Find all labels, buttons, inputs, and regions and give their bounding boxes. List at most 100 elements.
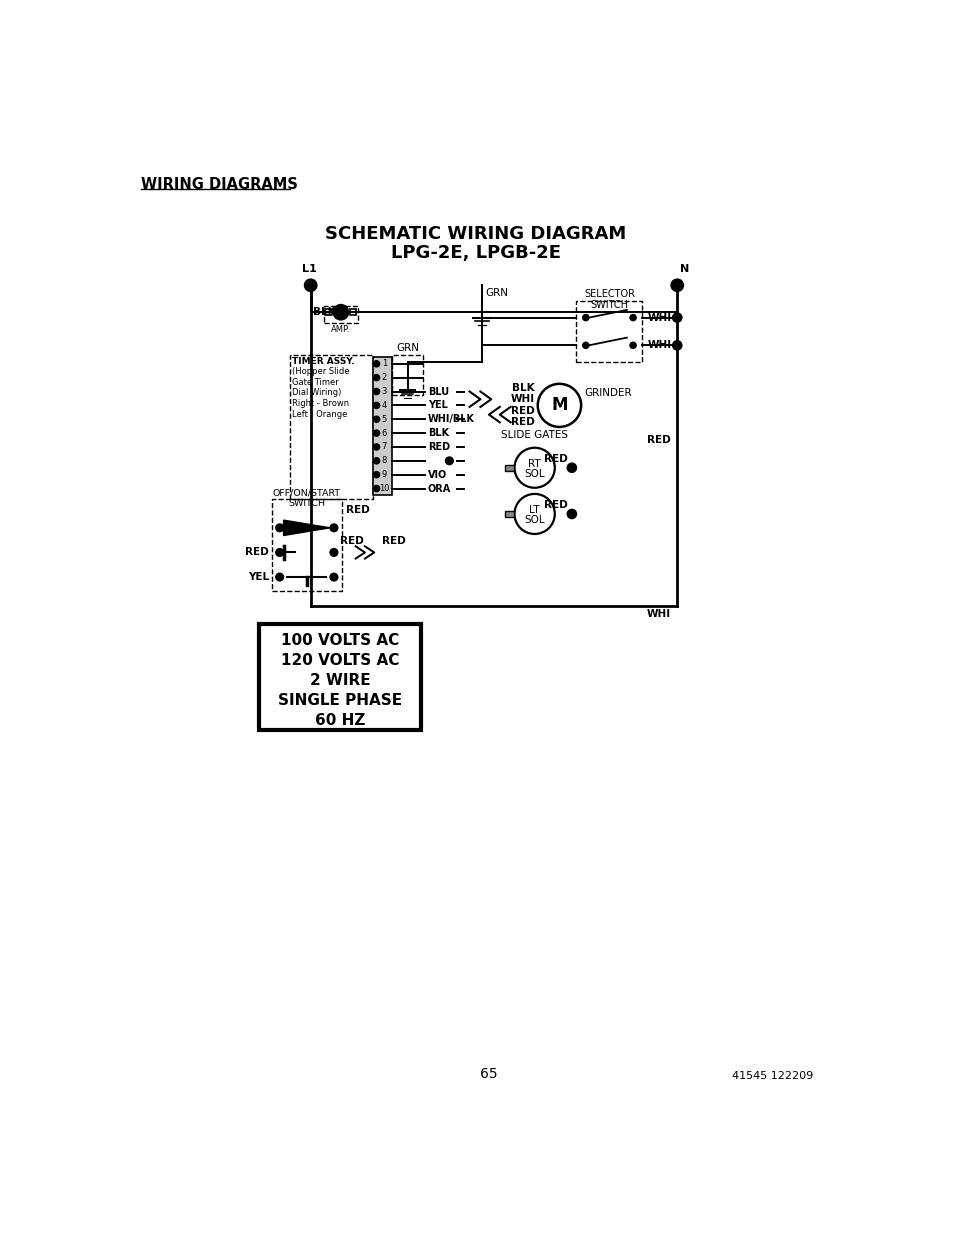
Text: Dial Wiring): Dial Wiring) (292, 389, 341, 398)
Text: Right - Brown: Right - Brown (292, 399, 349, 409)
Text: RED: RED (544, 453, 568, 463)
Text: SELECTOR: SELECTOR (583, 289, 635, 299)
Text: WIRING DIAGRAMS: WIRING DIAGRAMS (141, 178, 297, 193)
Circle shape (672, 341, 681, 350)
Circle shape (373, 485, 379, 492)
Circle shape (582, 315, 588, 321)
Text: 4: 4 (381, 401, 387, 410)
Bar (505, 464, 514, 471)
Text: BLK: BLK (313, 308, 335, 317)
Circle shape (629, 342, 636, 348)
Text: WHI: WHI (646, 609, 670, 620)
Circle shape (582, 342, 588, 348)
Text: GRN: GRN (484, 288, 508, 298)
Text: SOL: SOL (524, 469, 544, 479)
Text: BLU: BLU (427, 387, 448, 396)
Text: RED: RED (339, 536, 363, 546)
Circle shape (373, 374, 379, 380)
Text: 6: 6 (381, 429, 387, 437)
Circle shape (275, 524, 283, 531)
Text: 2: 2 (381, 373, 387, 382)
Bar (576, 300, 641, 362)
Text: 41545 122209: 41545 122209 (731, 1072, 812, 1082)
Bar (290, 354, 373, 499)
Text: AMP.: AMP. (331, 325, 351, 335)
Text: SCHEMATIC WIRING DIAGRAM: SCHEMATIC WIRING DIAGRAM (325, 225, 626, 243)
Text: 120 VOLTS AC: 120 VOLTS AC (280, 653, 399, 668)
Bar (258, 624, 421, 730)
Text: (Hopper Slide: (Hopper Slide (292, 367, 349, 375)
Text: 2 WIRE: 2 WIRE (310, 673, 370, 688)
Text: L1: L1 (301, 264, 316, 274)
Text: SWITCH: SWITCH (590, 300, 628, 310)
Circle shape (373, 472, 379, 478)
Text: RED: RED (346, 505, 370, 515)
Text: 1: 1 (381, 359, 387, 368)
Circle shape (330, 573, 337, 580)
Circle shape (672, 312, 681, 322)
Circle shape (373, 389, 379, 395)
Text: 10: 10 (378, 484, 389, 493)
Text: M: M (551, 396, 567, 415)
Text: 3: 3 (337, 308, 344, 317)
Circle shape (567, 463, 576, 472)
Bar (505, 511, 514, 517)
Circle shape (304, 279, 316, 291)
Circle shape (333, 305, 348, 320)
Circle shape (567, 509, 576, 519)
Circle shape (373, 443, 379, 450)
Circle shape (373, 361, 379, 367)
Text: VIO: VIO (427, 469, 447, 479)
Text: SINGLE PHASE: SINGLE PHASE (277, 693, 402, 709)
Text: OFF/ON/START: OFF/ON/START (273, 488, 340, 496)
Text: SWITCH: SWITCH (288, 499, 325, 508)
Text: WHI: WHI (510, 394, 534, 404)
Text: RED: RED (647, 435, 670, 445)
Circle shape (373, 403, 379, 409)
Text: 8: 8 (381, 456, 387, 466)
Text: SLIDE GATES: SLIDE GATES (500, 431, 568, 441)
Text: RED: RED (511, 417, 534, 427)
Text: BLK: BLK (512, 383, 534, 394)
Text: GRN: GRN (395, 343, 418, 353)
Circle shape (275, 548, 283, 556)
Text: RED: RED (544, 500, 568, 510)
Circle shape (373, 430, 379, 436)
Text: LT: LT (529, 505, 539, 515)
Circle shape (373, 458, 379, 464)
Text: RED: RED (382, 536, 406, 546)
Text: Left - Orange: Left - Orange (292, 410, 347, 419)
Text: 60 HZ: 60 HZ (314, 714, 365, 729)
Bar (272, 499, 341, 592)
Text: LPG-2E, LPGB-2E: LPG-2E, LPGB-2E (391, 243, 560, 262)
Circle shape (330, 524, 337, 531)
Text: 100 VOLTS AC: 100 VOLTS AC (281, 634, 399, 648)
Text: 9: 9 (381, 471, 387, 479)
Text: RT: RT (528, 459, 540, 469)
Circle shape (275, 573, 283, 580)
Circle shape (330, 548, 337, 556)
Text: WHI: WHI (647, 341, 671, 351)
Bar (325, 309, 332, 315)
Text: 3: 3 (381, 387, 387, 396)
Circle shape (629, 315, 636, 321)
Bar (392, 354, 422, 395)
Text: RED: RED (511, 406, 534, 416)
Bar (350, 309, 356, 315)
Text: YEL: YEL (248, 572, 269, 582)
Bar (373, 357, 392, 495)
Text: 65: 65 (479, 1067, 497, 1082)
Text: N: N (679, 264, 688, 274)
Text: GRINDER: GRINDER (583, 388, 631, 398)
Text: RED: RED (427, 442, 450, 452)
Text: Gate Timer: Gate Timer (292, 378, 338, 387)
Text: 7: 7 (381, 442, 387, 452)
Text: RED: RED (245, 547, 269, 557)
Text: TIMER ASSY.: TIMER ASSY. (292, 357, 355, 366)
Text: ORA: ORA (427, 484, 451, 494)
Text: WHI/BLK: WHI/BLK (427, 414, 475, 425)
Bar (323, 306, 357, 324)
Polygon shape (283, 520, 330, 536)
Circle shape (445, 457, 453, 464)
Circle shape (670, 279, 682, 291)
